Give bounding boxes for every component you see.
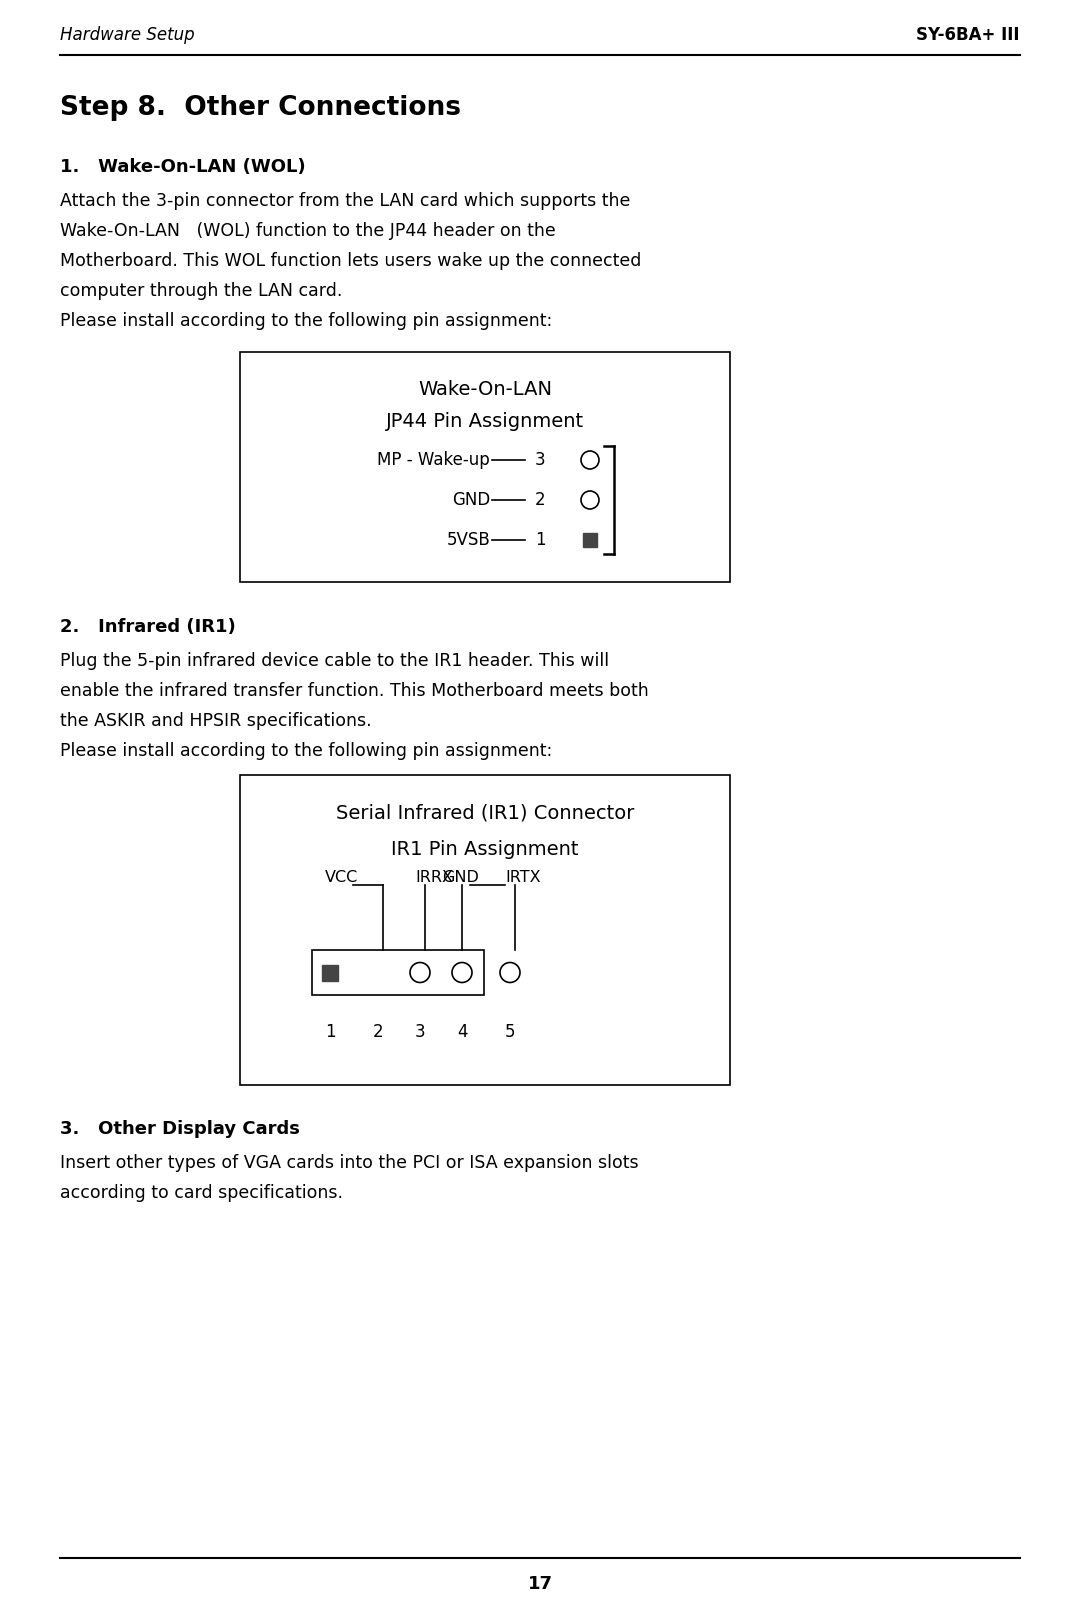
Text: 2.   Infrared (IR1): 2. Infrared (IR1): [60, 618, 235, 636]
FancyBboxPatch shape: [312, 950, 484, 995]
Text: GND: GND: [442, 870, 478, 885]
Text: Step 8.  Other Connections: Step 8. Other Connections: [60, 95, 461, 121]
Text: SY-6BA+ III: SY-6BA+ III: [917, 26, 1020, 44]
Text: 1: 1: [535, 531, 545, 549]
Text: computer through the LAN card.: computer through the LAN card.: [60, 282, 342, 299]
Text: enable the infrared transfer function. This Motherboard meets both: enable the infrared transfer function. T…: [60, 683, 649, 701]
Text: Plug the 5-pin infrared device cable to the IR1 header. This will: Plug the 5-pin infrared device cable to …: [60, 652, 609, 670]
Text: Please install according to the following pin assignment:: Please install according to the followin…: [60, 312, 552, 330]
Text: 3.   Other Display Cards: 3. Other Display Cards: [60, 1120, 300, 1137]
Text: 4: 4: [457, 1023, 468, 1040]
Text: IR1 Pin Assignment: IR1 Pin Assignment: [391, 840, 579, 859]
Text: MP - Wake-up: MP - Wake-up: [377, 451, 490, 469]
FancyBboxPatch shape: [240, 353, 730, 582]
FancyBboxPatch shape: [240, 775, 730, 1086]
Text: according to card specifications.: according to card specifications.: [60, 1184, 343, 1202]
Text: 1.   Wake-On-LAN (WOL): 1. Wake-On-LAN (WOL): [60, 159, 306, 176]
Text: 2: 2: [535, 490, 545, 510]
Text: 2: 2: [373, 1023, 383, 1040]
Text: Insert other types of VGA cards into the PCI or ISA expansion slots: Insert other types of VGA cards into the…: [60, 1154, 638, 1171]
Text: 5: 5: [504, 1023, 515, 1040]
Text: Serial Infrared (IR1) Connector: Serial Infrared (IR1) Connector: [336, 803, 634, 822]
Text: Hardware Setup: Hardware Setup: [60, 26, 194, 44]
Text: Attach the 3-pin connector from the LAN card which supports the: Attach the 3-pin connector from the LAN …: [60, 193, 631, 210]
Text: GND: GND: [451, 490, 490, 510]
Text: IRTX: IRTX: [505, 870, 541, 885]
Text: Wake-On-LAN: Wake-On-LAN: [418, 380, 552, 400]
Text: the ASKIR and HPSIR specifications.: the ASKIR and HPSIR specifications.: [60, 712, 372, 730]
Text: Please install according to the following pin assignment:: Please install according to the followin…: [60, 743, 552, 760]
Text: 17: 17: [527, 1574, 553, 1594]
FancyBboxPatch shape: [322, 964, 338, 981]
Text: VCC: VCC: [325, 870, 359, 885]
Text: 1: 1: [325, 1023, 335, 1040]
Text: IRRX: IRRX: [415, 870, 453, 885]
FancyBboxPatch shape: [583, 532, 597, 547]
Text: Wake-On-LAN   (WOL) function to the JP44 header on the: Wake-On-LAN (WOL) function to the JP44 h…: [60, 222, 556, 239]
Text: 5VSB: 5VSB: [446, 531, 490, 549]
Text: 3: 3: [535, 451, 545, 469]
Text: 3: 3: [415, 1023, 426, 1040]
Text: Motherboard. This WOL function lets users wake up the connected: Motherboard. This WOL function lets user…: [60, 252, 642, 270]
Text: JP44 Pin Assignment: JP44 Pin Assignment: [386, 413, 584, 430]
